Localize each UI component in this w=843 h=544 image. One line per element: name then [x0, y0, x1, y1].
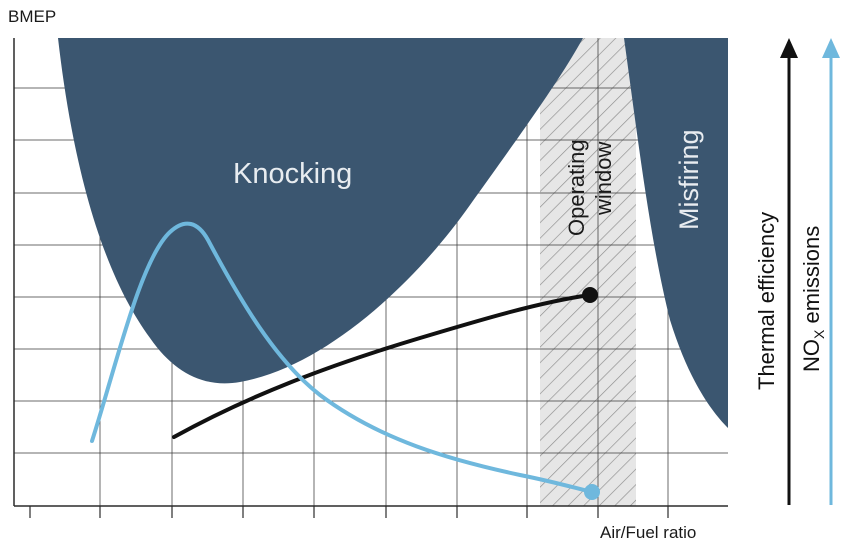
nox-emissions-arrowhead	[822, 38, 840, 58]
thermal-efficiency-curve	[172, 293, 592, 439]
nox-emissions-curve	[90, 221, 594, 494]
x-axis-label: Air/Fuel ratio	[600, 523, 696, 542]
operating-window-label-line2: window	[591, 142, 616, 216]
knocking-region	[58, 38, 583, 384]
operating-window-label-line1: Operating	[564, 139, 589, 236]
nox-subscript: X	[811, 329, 827, 339]
misfiring-label: Misfiring	[674, 129, 704, 230]
nox-emissions-label: NOX emissions	[799, 226, 827, 372]
nox-suffix: emissions	[799, 226, 824, 330]
thermal-efficiency-endpoint	[582, 287, 598, 303]
operating-window-region	[540, 38, 636, 506]
y-axis-label: BMEP	[8, 7, 56, 26]
knocking-label: Knocking	[233, 158, 352, 190]
misfiring-region	[624, 38, 728, 428]
thermal-efficiency-arrowhead	[780, 38, 798, 58]
thermal-efficiency-label: Thermal efficiency	[754, 212, 779, 390]
x-axis-ticks	[29, 506, 669, 518]
nox-prefix: NO	[799, 339, 824, 372]
nox-emissions-endpoint	[584, 484, 600, 500]
